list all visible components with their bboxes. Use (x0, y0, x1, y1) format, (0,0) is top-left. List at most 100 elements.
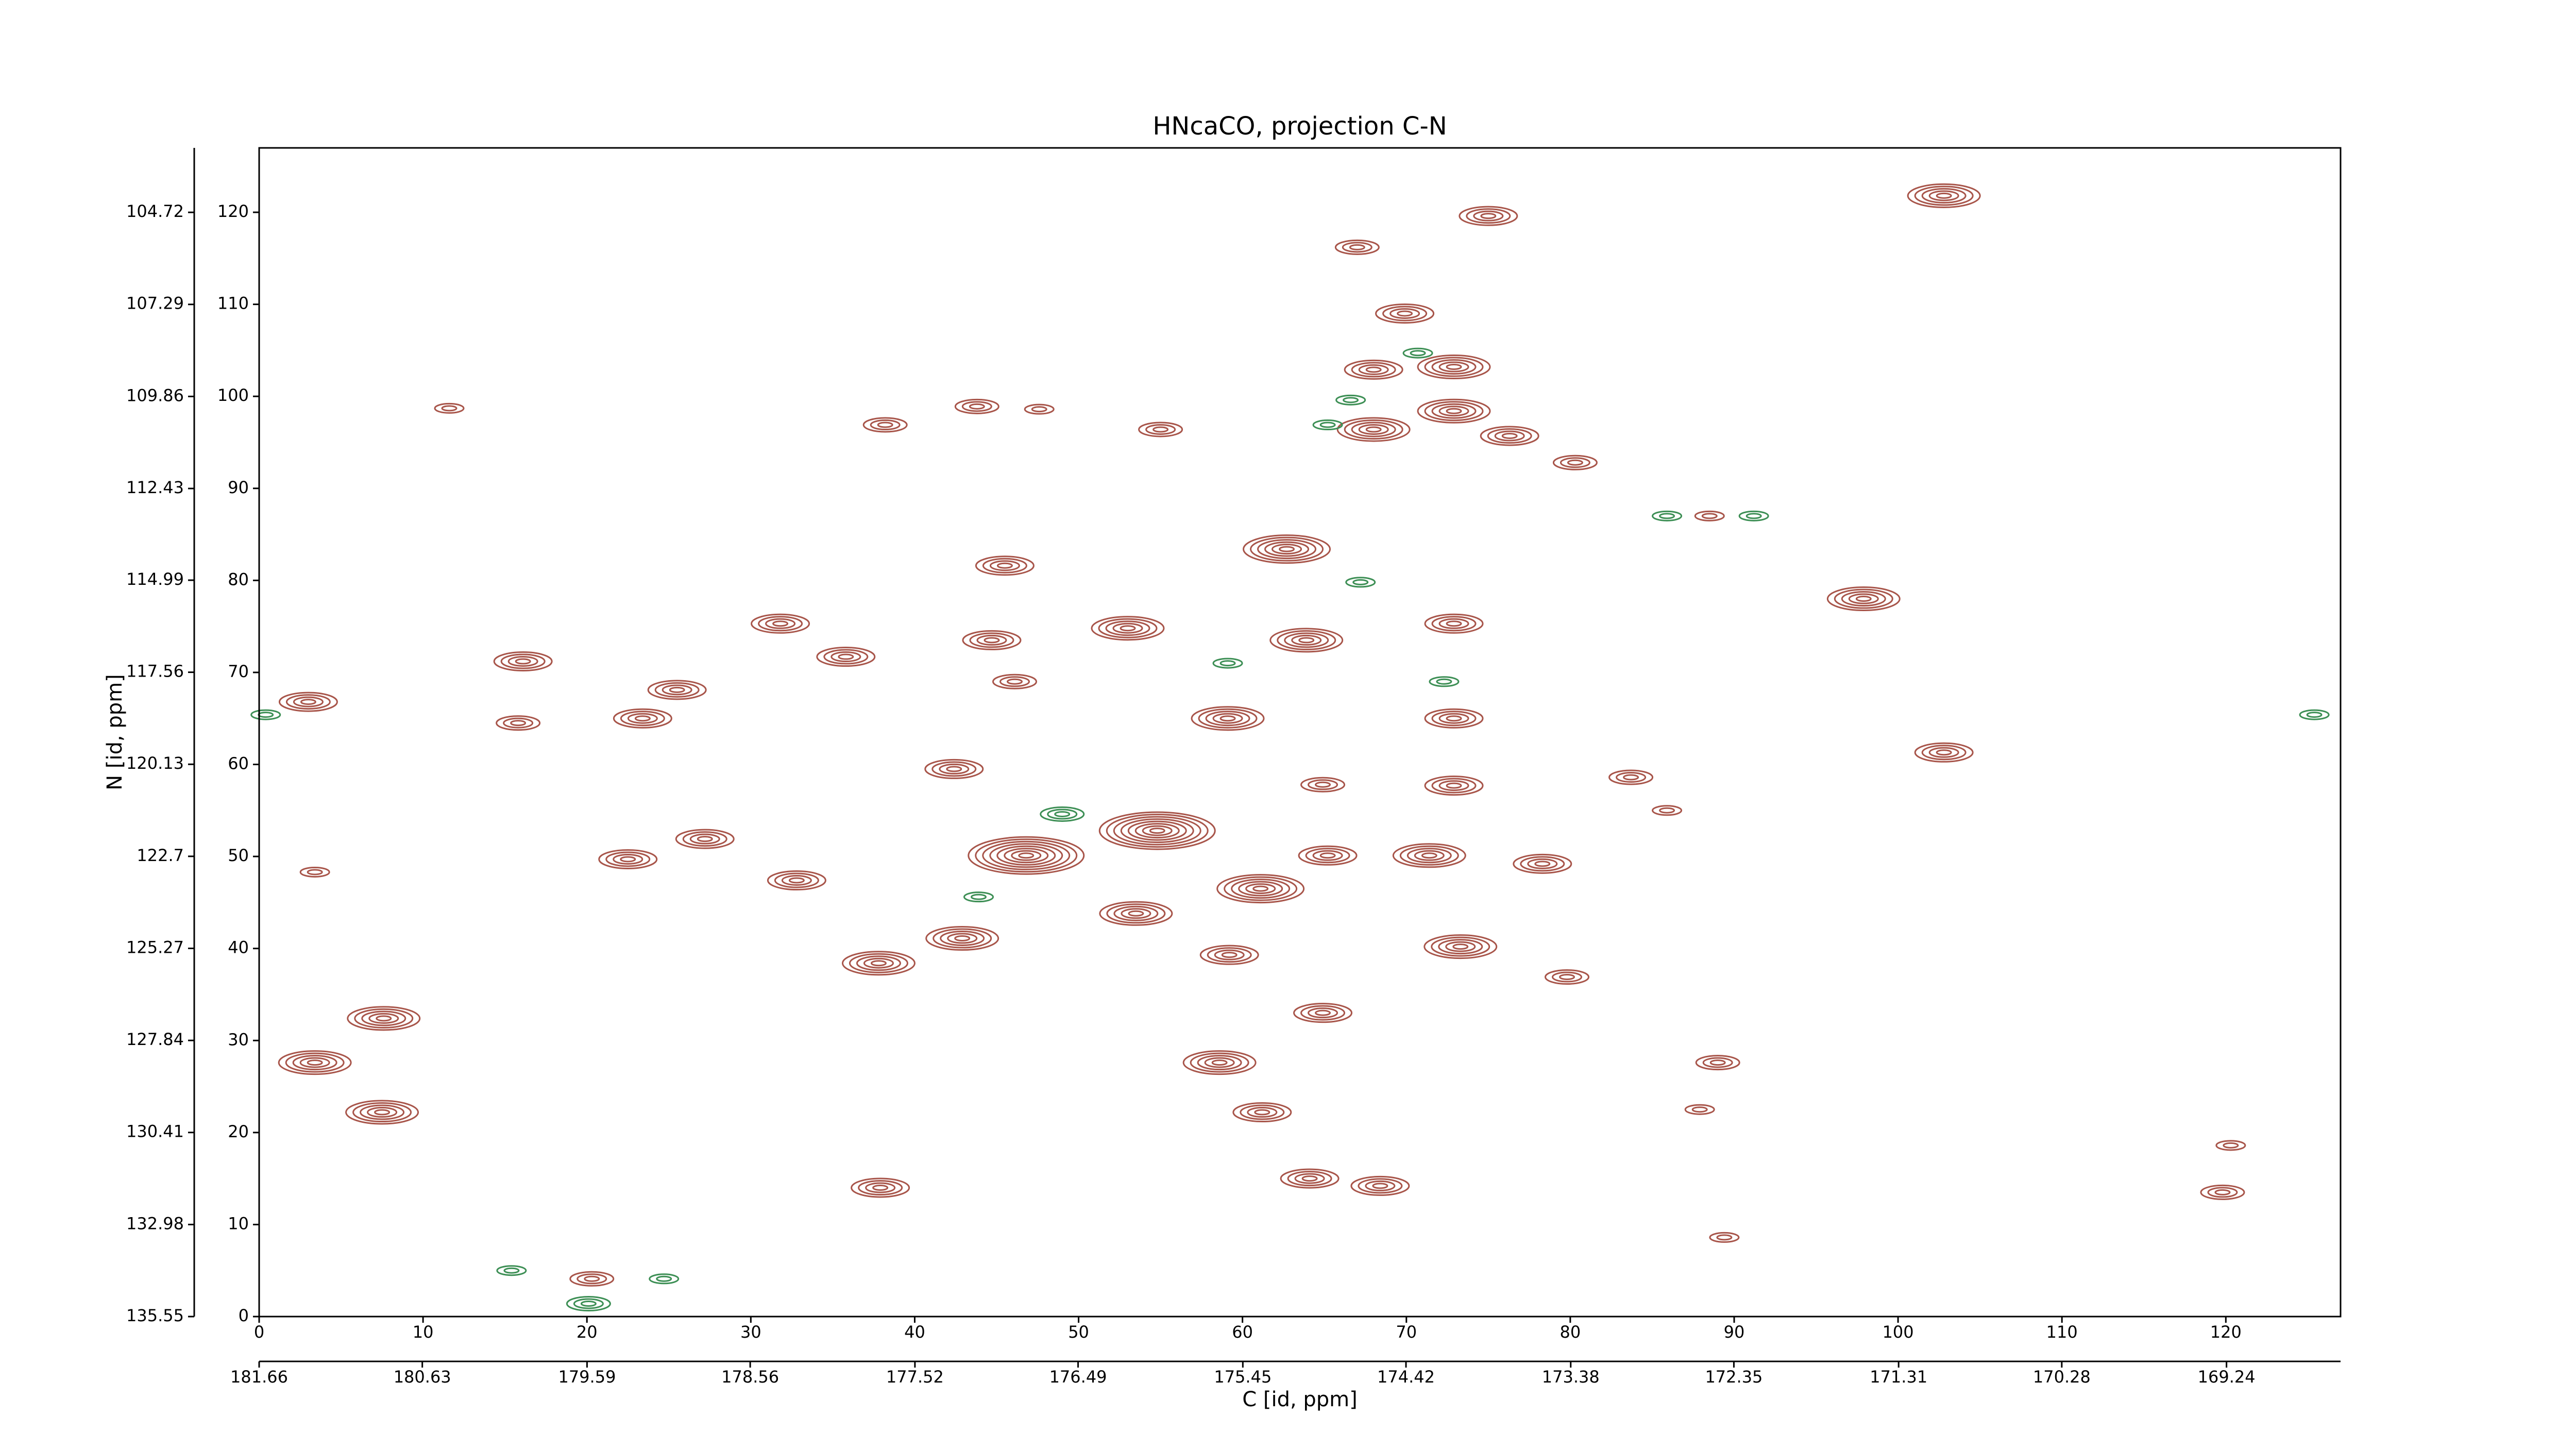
contour-line (1358, 364, 1389, 375)
peak (2299, 709, 2330, 720)
y-tick-label: 40 (228, 938, 249, 957)
contour-line (627, 713, 658, 724)
contour-line (347, 1006, 421, 1031)
contour-line (1834, 588, 1893, 609)
y-tick-label: 60 (228, 754, 249, 773)
contour-line (1423, 934, 1498, 959)
peak (1216, 874, 1305, 904)
contour-line (1345, 577, 1376, 588)
contour-line (984, 637, 1000, 644)
contour-line (1691, 1106, 1708, 1113)
contour-line (1335, 394, 1366, 406)
contour-line (1099, 901, 1173, 926)
contour-line (1389, 308, 1420, 319)
contour-line (496, 715, 541, 731)
contour-line (1211, 1059, 1228, 1066)
contour-line (1315, 1009, 1331, 1016)
contour-line (1855, 596, 1872, 602)
contour-line (1372, 1183, 1388, 1189)
contour-line (613, 708, 672, 729)
peak (1191, 706, 1265, 731)
peak (1914, 742, 1974, 763)
contour-line (1350, 1175, 1410, 1196)
contour-line (1243, 534, 1331, 564)
contour-line (620, 711, 665, 727)
contour-line (1358, 424, 1389, 435)
peak (1243, 534, 1331, 564)
contour-line (1914, 742, 1974, 763)
contour-line (2223, 1142, 2239, 1149)
contour-line (1438, 406, 1469, 417)
contour-line (368, 1013, 399, 1024)
contour-line (1312, 850, 1343, 861)
contour-line (1240, 1104, 1285, 1120)
contour-line (1298, 637, 1315, 644)
peak (278, 692, 338, 712)
contour-line (1436, 678, 1452, 685)
contour-line (1446, 715, 1462, 722)
contour-line (1848, 593, 1879, 604)
contour-line (300, 699, 316, 705)
contour-line (1011, 850, 1042, 861)
contour-line (1106, 814, 1209, 848)
contour-line (1826, 586, 1901, 612)
y2-tick-label: 107.29 (126, 294, 184, 313)
contour-line (823, 649, 869, 665)
contour-line (1424, 613, 1484, 634)
peak (841, 951, 916, 976)
peak (496, 715, 541, 731)
contour-line (1473, 210, 1504, 222)
y-axis-label: N [id, ppm] (103, 674, 127, 790)
contour-line (434, 402, 465, 414)
peak (1212, 658, 1243, 669)
contour-line (989, 843, 1063, 868)
contour-line (1459, 206, 1518, 226)
contour-line (1365, 366, 1382, 373)
peak (1417, 398, 1491, 424)
contour-line (634, 715, 651, 722)
contour-line (1446, 364, 1462, 370)
contour-line (1250, 536, 1324, 562)
contour-line (1113, 905, 1159, 921)
contour-line (1616, 772, 1647, 783)
contour-line (849, 953, 908, 973)
peak (1424, 613, 1484, 634)
x-axis-label: C [id, ppm] (1242, 1388, 1358, 1411)
peak (647, 680, 707, 700)
contour-line (788, 877, 805, 884)
contour-line (1024, 403, 1055, 415)
contour-line (1294, 1173, 1325, 1184)
contour-line (1659, 513, 1675, 519)
contour-line (354, 1008, 414, 1029)
contour-line (1431, 403, 1477, 419)
x-tick-label: 90 (1724, 1322, 1745, 1342)
contour-line (1224, 876, 1298, 901)
contour-line (1466, 208, 1511, 224)
contour-line (510, 720, 527, 727)
contour-line (996, 562, 1013, 569)
peak (1652, 805, 1683, 816)
contour-line (2306, 712, 2323, 718)
y-tick-label: 70 (228, 662, 249, 681)
peak (962, 630, 1022, 650)
peak (1298, 845, 1358, 866)
contour-line (285, 1052, 345, 1073)
contour-line (1098, 811, 1216, 850)
contour-line (250, 709, 281, 720)
x2-tick-label: 171.31 (1870, 1367, 1927, 1387)
contour-line (946, 766, 962, 772)
contour-line (870, 419, 901, 431)
contour-line (1402, 347, 1433, 359)
contour-line (924, 759, 984, 779)
peak (851, 1177, 910, 1198)
contour-line (1214, 949, 1245, 961)
contour-line (954, 398, 999, 414)
contour-line (1567, 459, 1583, 466)
contour-line (580, 1300, 597, 1307)
contour-line (682, 831, 727, 847)
peak (1695, 1055, 1740, 1071)
contour-line (566, 1295, 611, 1311)
contour-line (1494, 430, 1525, 442)
contour-line (975, 555, 1035, 576)
peak (1424, 776, 1484, 796)
